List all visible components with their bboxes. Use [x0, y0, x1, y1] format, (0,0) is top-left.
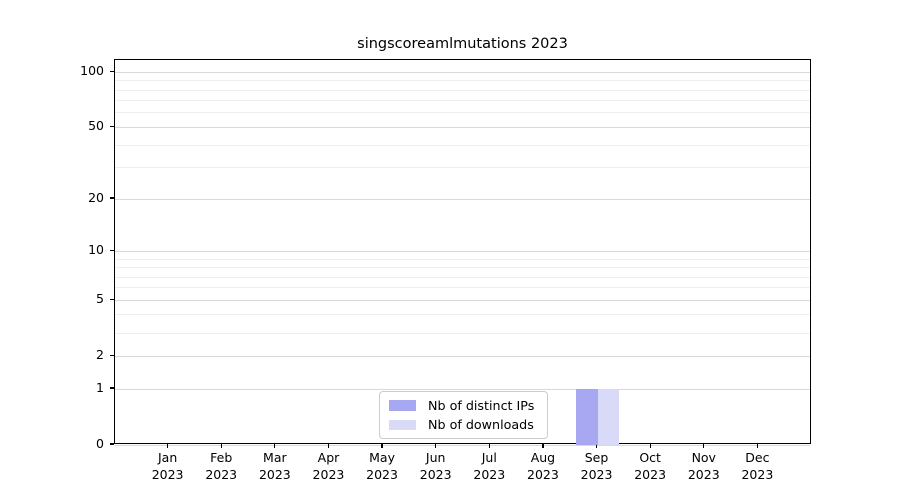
legend-label-distinct-ips: Nb of distinct IPs — [428, 397, 535, 413]
y-tick-label: 100 — [80, 63, 104, 79]
gridline-major — [115, 198, 810, 200]
legend-label-downloads: Nb of downloads — [428, 417, 534, 433]
x-tick-label: Oct 2023 — [634, 450, 667, 482]
gridline-major — [115, 299, 810, 301]
x-tick-label: May 2023 — [366, 450, 398, 482]
x-tick-label: Apr 2023 — [312, 450, 345, 482]
gridline-minor — [115, 276, 810, 278]
y-tick-label: 50 — [88, 118, 104, 134]
gridline-minor — [115, 332, 810, 334]
bar-downloads-sep — [597, 389, 619, 445]
x-tick-label: Feb 2023 — [205, 450, 238, 482]
x-tick-label: Jun 2023 — [419, 450, 452, 482]
x-tick-label: Nov 2023 — [687, 450, 720, 482]
y-tick-label: 20 — [88, 190, 104, 206]
gridline-minor — [115, 100, 810, 102]
x-tick-mark — [381, 444, 383, 448]
x-tick-mark — [649, 444, 651, 448]
legend-item-distinct-ips: Nb of distinct IPs — [389, 397, 538, 414]
y-tick-label: 2 — [96, 347, 104, 363]
y-tick-mark — [110, 197, 114, 199]
bar-distinct-ips-sep — [576, 389, 598, 445]
gridline-major — [115, 71, 810, 73]
x-tick-mark — [327, 444, 330, 448]
chart-title: singscoreamlmutations 2023 — [357, 36, 568, 52]
x-tick-mark — [488, 444, 490, 448]
x-tick-mark — [703, 444, 705, 448]
y-tick-mark — [110, 298, 114, 300]
gridline-major — [115, 388, 810, 390]
legend-swatch-distinct-ips — [389, 400, 416, 411]
x-tick-label: Jan 2023 — [151, 450, 184, 482]
y-tick-label: 10 — [88, 242, 104, 258]
x-tick-label: Dec 2023 — [741, 450, 774, 482]
x-tick-mark — [435, 444, 437, 448]
gridline-minor — [115, 89, 810, 91]
y-tick-mark — [110, 443, 114, 445]
x-tick-mark — [220, 444, 222, 448]
y-tick-label: 0 — [96, 436, 104, 451]
plot-area: Nb of distinct IPs Nb of downloads — [114, 59, 811, 446]
x-tick-label: Sep 2023 — [580, 450, 613, 482]
x-tick-mark — [542, 444, 544, 448]
y-tick-label: 1 — [96, 380, 104, 395]
y-tick-mark — [110, 249, 114, 251]
gridline-minor — [115, 267, 810, 268]
legend-item-downloads: Nb of downloads — [389, 417, 538, 434]
gridline-major — [115, 250, 810, 252]
legend-swatch-downloads — [389, 419, 416, 430]
y-tick-mark — [110, 387, 114, 389]
gridline-minor — [115, 112, 810, 114]
x-tick-mark — [595, 444, 598, 448]
gridline-minor — [115, 258, 810, 260]
gridline-minor — [115, 80, 810, 82]
x-tick-mark — [756, 444, 758, 448]
legend: Nb of distinct IPs Nb of downloads — [379, 391, 548, 439]
x-tick-mark — [167, 444, 169, 448]
gridline-minor — [115, 314, 810, 316]
x-tick-label: Aug 2023 — [527, 450, 559, 482]
y-tick-mark — [110, 125, 114, 127]
x-tick-label: Mar 2023 — [258, 450, 291, 482]
gridline-major — [115, 444, 810, 446]
gridline-minor — [115, 144, 810, 146]
x-tick-mark — [274, 444, 276, 448]
gridline-minor — [115, 167, 810, 169]
gridline-major — [115, 126, 810, 128]
y-tick-label: 5 — [96, 291, 104, 307]
y-tick-mark — [110, 70, 114, 72]
x-tick-label: Jul 2023 — [473, 450, 506, 482]
y-tick-mark — [110, 354, 114, 356]
gridline-major — [115, 355, 810, 357]
gridline-minor — [115, 287, 810, 289]
